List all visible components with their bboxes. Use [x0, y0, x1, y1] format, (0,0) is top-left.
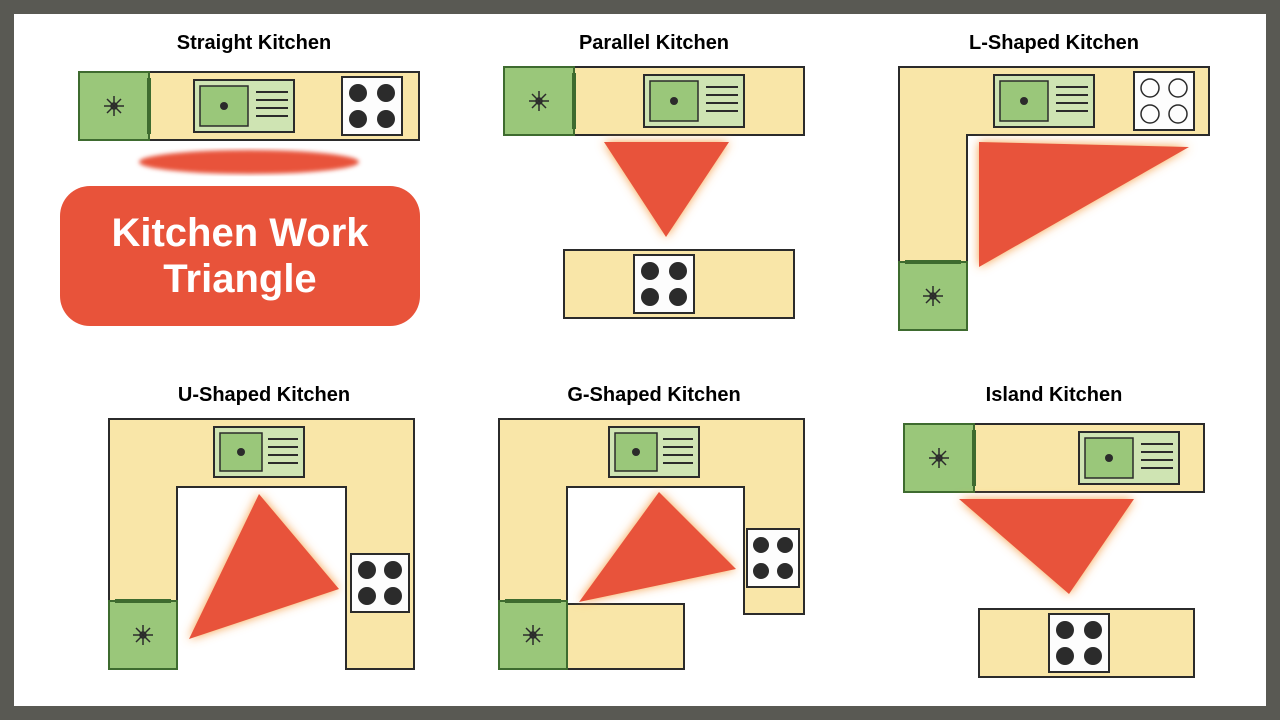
layout-straight: Straight Kitchen — [74, 32, 434, 192]
diagram-gshape — [484, 414, 824, 694]
title-parallel: Parallel Kitchen — [484, 32, 824, 55]
canvas: Straight Kitchen — [14, 14, 1266, 706]
title-gshape: G-Shaped Kitchen — [484, 384, 824, 407]
diagram-straight — [74, 62, 434, 192]
layout-gshape: G-Shaped Kitchen — [484, 384, 824, 694]
diagram-island — [884, 414, 1224, 694]
badge-line2: Triangle — [163, 257, 316, 301]
diagram-ushape — [94, 414, 434, 694]
title-lshape: L-Shaped Kitchen — [884, 32, 1224, 55]
badge-line1: Kitchen Work — [111, 211, 368, 255]
layout-lshape: L-Shaped Kitchen — [884, 32, 1224, 332]
title-straight: Straight Kitchen — [74, 32, 434, 55]
layout-parallel: Parallel Kitchen — [484, 32, 824, 332]
title-island: Island Kitchen — [884, 384, 1224, 407]
diagram-lshape — [884, 62, 1224, 342]
layout-island: Island Kitchen — [884, 384, 1224, 694]
title-ushape: U-Shaped Kitchen — [94, 384, 434, 407]
diagram-parallel — [484, 62, 824, 332]
main-badge: Kitchen Work Triangle — [60, 186, 420, 326]
layout-ushape: U-Shaped Kitchen — [94, 384, 434, 694]
